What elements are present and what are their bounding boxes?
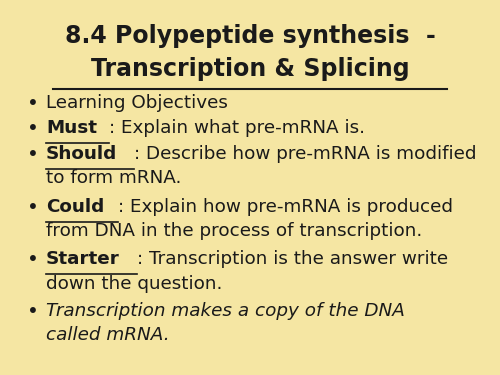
Text: down the question.: down the question. bbox=[46, 274, 222, 292]
Text: Learning Objectives: Learning Objectives bbox=[46, 94, 228, 112]
Text: : Transcription is the answer write: : Transcription is the answer write bbox=[138, 250, 448, 268]
Text: Starter: Starter bbox=[46, 250, 120, 268]
Text: Could: Could bbox=[46, 198, 104, 216]
Text: •: • bbox=[27, 198, 38, 217]
Text: from DNA in the process of transcription.: from DNA in the process of transcription… bbox=[46, 222, 422, 240]
Text: Must: Must bbox=[46, 119, 97, 137]
Text: : Explain what pre-mRNA is.: : Explain what pre-mRNA is. bbox=[109, 119, 365, 137]
Text: to form mRNA.: to form mRNA. bbox=[46, 170, 182, 188]
Text: : Describe how pre-mRNA is modified: : Describe how pre-mRNA is modified bbox=[134, 145, 477, 163]
Text: •: • bbox=[27, 250, 38, 269]
Text: Transcription makes a copy of the DNA: Transcription makes a copy of the DNA bbox=[46, 302, 405, 320]
Text: •: • bbox=[27, 94, 38, 113]
Text: •: • bbox=[27, 302, 38, 321]
Text: : Explain how pre-mRNA is produced: : Explain how pre-mRNA is produced bbox=[118, 198, 453, 216]
Text: 8.4 Polypeptide synthesis  -: 8.4 Polypeptide synthesis - bbox=[64, 24, 436, 48]
Text: called mRNA.: called mRNA. bbox=[46, 327, 170, 345]
Text: •: • bbox=[27, 119, 38, 138]
Text: Should: Should bbox=[46, 145, 117, 163]
Text: •: • bbox=[27, 145, 38, 164]
Text: Transcription & Splicing: Transcription & Splicing bbox=[90, 57, 409, 81]
